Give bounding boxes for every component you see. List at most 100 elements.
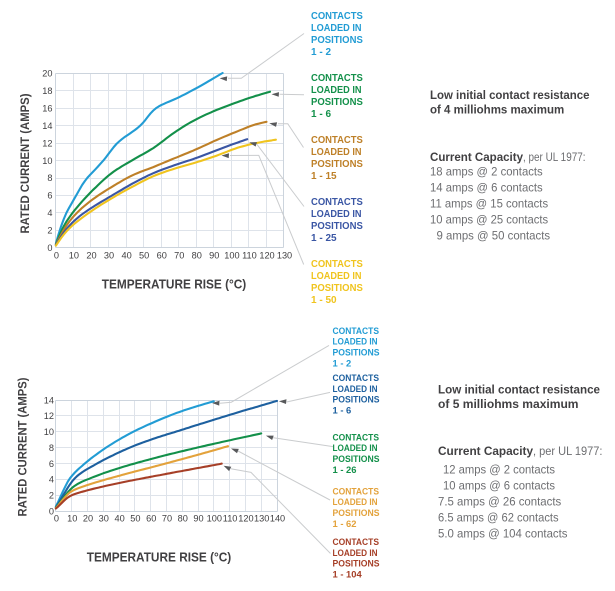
svg-text:80: 80	[178, 514, 188, 524]
svg-text:130: 130	[254, 514, 269, 524]
svg-text:CONTACTS: CONTACTS	[333, 372, 380, 383]
svg-text:70: 70	[174, 250, 184, 260]
svg-text:POSITIONS: POSITIONS	[311, 35, 363, 46]
svg-text:1 - 26: 1 - 26	[333, 464, 357, 475]
svg-text:POSITIONS: POSITIONS	[333, 507, 380, 518]
svg-text:of 4 milliohms maximum: of 4 milliohms maximum	[430, 103, 564, 117]
svg-text:12: 12	[44, 411, 54, 421]
svg-text:RATED CURRENT (AMPS): RATED CURRENT (AMPS)	[18, 94, 32, 234]
svg-text:CONTACTS: CONTACTS	[311, 197, 363, 208]
svg-text:0: 0	[47, 243, 52, 253]
svg-text:CONTACTS: CONTACTS	[333, 325, 380, 336]
svg-text:1 - 50: 1 - 50	[311, 295, 337, 306]
svg-text:120: 120	[238, 514, 253, 524]
svg-text:90: 90	[193, 514, 203, 524]
svg-text:CONTACTS: CONTACTS	[311, 259, 363, 270]
svg-text:POSITIONS: POSITIONS	[311, 97, 363, 108]
svg-text:20: 20	[86, 250, 96, 260]
svg-text:20: 20	[83, 514, 93, 524]
svg-text:14: 14	[44, 395, 54, 405]
svg-text:40: 40	[121, 250, 131, 260]
svg-text:1 - 6: 1 - 6	[311, 109, 331, 120]
svg-text:2: 2	[47, 226, 52, 236]
svg-text:LOADED IN: LOADED IN	[333, 496, 378, 507]
svg-text:100: 100	[224, 250, 239, 260]
svg-text:4: 4	[47, 208, 52, 218]
svg-text:POSITIONS: POSITIONS	[311, 221, 363, 232]
svg-text:50: 50	[130, 514, 140, 524]
svg-text:0: 0	[49, 507, 54, 517]
svg-text:60: 60	[146, 514, 156, 524]
svg-text:LOADED IN: LOADED IN	[311, 271, 362, 282]
svg-text:, per UL 1977:: , per UL 1977:	[533, 444, 603, 458]
svg-text:LOADED IN: LOADED IN	[333, 442, 378, 453]
svg-text:70: 70	[162, 514, 172, 524]
svg-text:10: 10	[44, 427, 54, 437]
svg-text:6: 6	[49, 459, 54, 469]
svg-text:40: 40	[114, 514, 124, 524]
svg-text:5.0 amps @ 104 contacts: 5.0 amps @ 104 contacts	[438, 526, 568, 540]
svg-text:0: 0	[54, 514, 59, 524]
svg-text:30: 30	[99, 514, 109, 524]
svg-text:LOADED IN: LOADED IN	[311, 23, 362, 34]
svg-text:LOADED IN: LOADED IN	[333, 547, 378, 558]
svg-text:8: 8	[49, 443, 54, 453]
svg-text:POSITIONS: POSITIONS	[311, 159, 363, 170]
svg-text:12 amps @ 2 contacts: 12 amps @ 2 contacts	[443, 462, 555, 476]
svg-text:1 - 6: 1 - 6	[333, 405, 352, 416]
svg-text:120: 120	[259, 250, 274, 260]
svg-text:10 amps @ 25 contacts: 10 amps @ 25 contacts	[430, 212, 548, 226]
svg-text:110: 110	[242, 250, 257, 260]
svg-text:6.5 amps @ 62 contacts: 6.5 amps @ 62 contacts	[438, 510, 559, 524]
svg-text:10 amps @ 6 contacts: 10 amps @ 6 contacts	[443, 478, 555, 492]
svg-text:60: 60	[157, 250, 167, 260]
svg-text:140: 140	[270, 514, 285, 524]
svg-text:POSITIONS: POSITIONS	[333, 394, 380, 405]
svg-text:POSITIONS: POSITIONS	[333, 453, 380, 464]
svg-text:18 amps @ 2 contacts: 18 amps @ 2 contacts	[430, 164, 543, 178]
svg-text:100: 100	[207, 514, 222, 524]
svg-text:Current Capacity: Current Capacity	[438, 444, 533, 458]
svg-text:8: 8	[47, 173, 52, 183]
svg-text:4: 4	[49, 475, 54, 485]
svg-text:CONTACTS: CONTACTS	[333, 431, 380, 442]
svg-text:CONTACTS: CONTACTS	[311, 73, 363, 84]
svg-text:7.5 amps @ 26 contacts: 7.5 amps @ 26 contacts	[438, 494, 561, 508]
svg-text:0: 0	[54, 250, 59, 260]
svg-text:50: 50	[139, 250, 149, 260]
svg-text:14 amps @ 6 contacts: 14 amps @ 6 contacts	[430, 180, 543, 194]
svg-text:Current Capacity: Current Capacity	[430, 150, 523, 164]
svg-text:LOADED IN: LOADED IN	[333, 383, 378, 394]
svg-text:12: 12	[42, 138, 52, 148]
svg-text:90: 90	[209, 250, 219, 260]
svg-text:18: 18	[42, 86, 52, 96]
svg-text:LOADED IN: LOADED IN	[333, 336, 378, 347]
svg-text:CONTACTS: CONTACTS	[333, 536, 380, 547]
svg-text:20: 20	[42, 69, 52, 79]
svg-text:Low initial contact resistance: Low initial contact resistance	[438, 382, 600, 396]
svg-text:RATED CURRENT (AMPS): RATED CURRENT (AMPS)	[15, 378, 29, 517]
svg-text:1 - 62: 1 - 62	[333, 518, 357, 529]
svg-text:2: 2	[49, 491, 54, 501]
svg-text:POSITIONS: POSITIONS	[333, 347, 380, 358]
svg-text:1 - 2: 1 - 2	[333, 358, 352, 369]
svg-text:Low initial contact resistance: Low initial contact resistance	[430, 88, 590, 102]
svg-text:16: 16	[42, 104, 52, 114]
svg-text:LOADED IN: LOADED IN	[311, 147, 362, 158]
svg-text:TEMPERATURE RISE (°C): TEMPERATURE RISE (°C)	[102, 277, 247, 291]
svg-text:130: 130	[277, 250, 292, 260]
svg-text:CONTACTS: CONTACTS	[311, 135, 363, 146]
svg-text:, per UL 1977:: , per UL 1977:	[523, 150, 586, 164]
svg-text:1 - 104: 1 - 104	[333, 569, 363, 580]
svg-text:POSITIONS: POSITIONS	[311, 283, 363, 294]
svg-text:TEMPERATURE RISE (°C): TEMPERATURE RISE (°C)	[87, 551, 232, 565]
svg-text:CONTACTS: CONTACTS	[311, 11, 363, 22]
svg-text:POSITIONS: POSITIONS	[333, 558, 380, 569]
svg-text:14: 14	[42, 121, 52, 131]
svg-text:6: 6	[47, 191, 52, 201]
svg-text:30: 30	[104, 250, 114, 260]
svg-text:LOADED IN: LOADED IN	[311, 85, 362, 96]
svg-text:9 amps @ 50 contacts: 9 amps @ 50 contacts	[437, 228, 551, 242]
svg-text:1 - 2: 1 - 2	[311, 47, 331, 58]
svg-text:CONTACTS: CONTACTS	[333, 485, 380, 496]
